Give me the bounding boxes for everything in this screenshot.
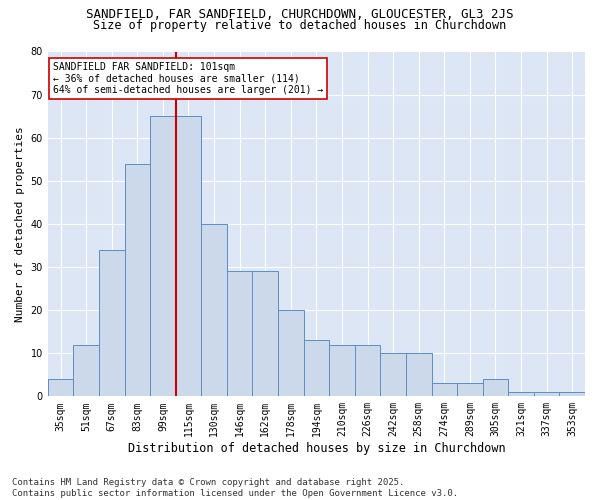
Bar	[534, 392, 559, 396]
Bar	[125, 164, 150, 396]
Bar	[201, 224, 227, 396]
Bar	[406, 353, 431, 397]
Bar	[559, 392, 585, 396]
Bar	[380, 353, 406, 397]
Text: Size of property relative to detached houses in Churchdown: Size of property relative to detached ho…	[94, 19, 506, 32]
Bar	[457, 384, 482, 396]
Bar	[73, 344, 99, 397]
Bar	[150, 116, 176, 396]
Bar	[99, 250, 125, 396]
Bar	[227, 272, 253, 396]
Y-axis label: Number of detached properties: Number of detached properties	[15, 126, 25, 322]
Bar	[329, 344, 355, 397]
Bar	[176, 116, 201, 396]
Bar	[355, 344, 380, 397]
Bar	[482, 379, 508, 396]
Bar	[304, 340, 329, 396]
Bar	[508, 392, 534, 396]
Text: Contains HM Land Registry data © Crown copyright and database right 2025.
Contai: Contains HM Land Registry data © Crown c…	[12, 478, 458, 498]
X-axis label: Distribution of detached houses by size in Churchdown: Distribution of detached houses by size …	[128, 442, 505, 455]
Text: SANDFIELD, FAR SANDFIELD, CHURCHDOWN, GLOUCESTER, GL3 2JS: SANDFIELD, FAR SANDFIELD, CHURCHDOWN, GL…	[86, 8, 514, 20]
Bar	[431, 384, 457, 396]
Bar	[48, 379, 73, 396]
Bar	[253, 272, 278, 396]
Text: SANDFIELD FAR SANDFIELD: 101sqm
← 36% of detached houses are smaller (114)
64% o: SANDFIELD FAR SANDFIELD: 101sqm ← 36% of…	[53, 62, 323, 95]
Bar	[278, 310, 304, 396]
